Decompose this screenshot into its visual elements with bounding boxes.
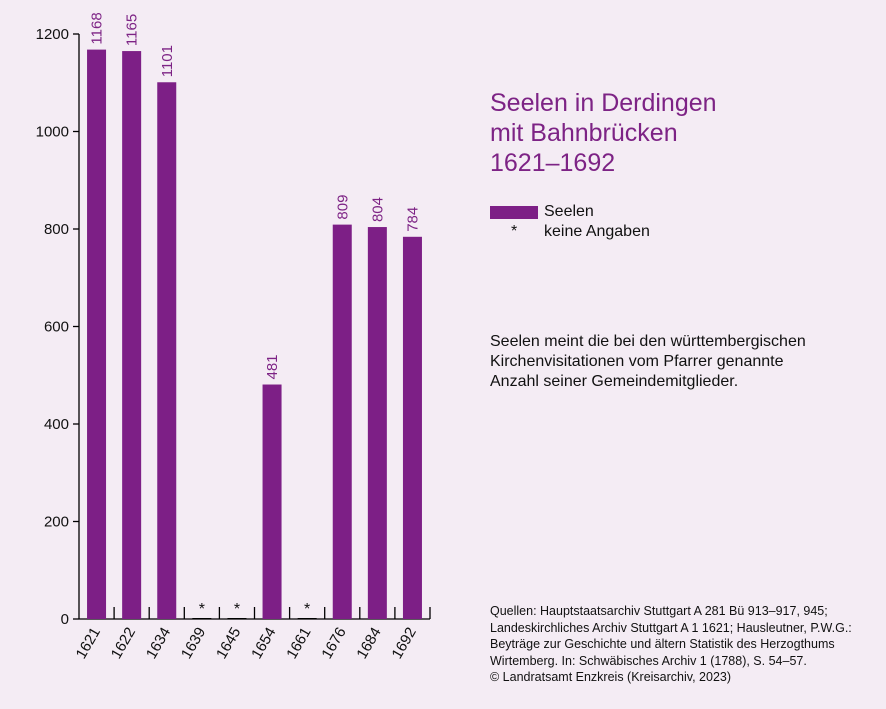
y-tick-label: 400: [44, 416, 69, 433]
x-tick-label: 1621: [73, 625, 104, 662]
bar: [122, 51, 142, 619]
source-line: Beyträge zur Geschichte und ältern Stati…: [490, 637, 835, 651]
source-note: Quellen: Hauptstaatsarchiv Stuttgart A 2…: [490, 603, 880, 686]
note-line: Anzahl seiner Gemeindemitglieder.: [490, 373, 739, 390]
bar-value-label: 809: [334, 195, 351, 220]
x-tick-label: 1684: [353, 625, 384, 662]
source-line: Quellen: Hauptstaatsarchiv Stuttgart A 2…: [490, 604, 828, 618]
chart-title-line: Seelen in Derdingen: [490, 89, 717, 117]
x-tick-label: 1645: [213, 625, 244, 662]
chart-title-line: 1621–1692: [490, 149, 616, 177]
no-data-asterisk: *: [199, 601, 205, 618]
y-tick-label: 600: [44, 319, 69, 336]
legend-label: Seelen: [544, 203, 594, 220]
legend-asterisk: *: [511, 223, 518, 240]
bar: [367, 227, 387, 620]
bar-value-label: 1165: [124, 14, 141, 46]
note-line: Seelen meint die bei den württembergisch…: [490, 333, 806, 350]
x-tick-label: 1634: [143, 625, 174, 662]
bar-value-label: 1168: [89, 12, 106, 44]
chart-title: Seelen in Derdingen mit Bahnbrücken 1621…: [490, 88, 850, 178]
x-tick-label: 1639: [178, 625, 209, 662]
chart-title-line: mit Bahnbrücken: [490, 119, 678, 147]
bar-value-label: 784: [404, 207, 421, 232]
bar-value-label: 481: [264, 354, 281, 379]
no-data-asterisk: *: [234, 601, 240, 618]
explanation-note: Seelen meint die bei den württembergisch…: [490, 332, 850, 392]
x-tick-label: 1622: [108, 625, 139, 662]
bar: [262, 384, 282, 619]
bar: [402, 236, 422, 620]
y-tick-label: 1000: [36, 124, 69, 141]
bar-value-label: 1101: [159, 45, 176, 77]
legend-label: keine Angaben: [544, 223, 650, 240]
bar: [87, 49, 107, 620]
source-line: Landeskirchliches Archiv Stuttgart A 1 1…: [490, 620, 852, 635]
bar-value-label: 804: [369, 197, 386, 222]
y-tick-label: 800: [44, 221, 69, 238]
note-line: Kirchenvisitationen vom Pfarrer genannte: [490, 353, 784, 370]
y-tick-label: 200: [44, 514, 69, 531]
x-tick-label: 1661: [283, 625, 314, 662]
no-data-asterisk: *: [304, 601, 310, 618]
source-line: Wirtemberg. In: Schwäbisches Archiv 1 (1…: [490, 653, 807, 668]
legend-swatch: [490, 206, 538, 219]
bar: [157, 82, 177, 619]
bar: [332, 224, 352, 620]
y-tick-label: 0: [61, 611, 69, 628]
x-tick-label: 1692: [389, 625, 420, 662]
y-tick-label: 1200: [36, 26, 69, 43]
x-tick-label: 1676: [318, 625, 349, 662]
source-line: © Landratsamt Enzkreis (Kreisarchiv, 202…: [490, 670, 732, 684]
x-tick-label: 1654: [248, 625, 279, 662]
